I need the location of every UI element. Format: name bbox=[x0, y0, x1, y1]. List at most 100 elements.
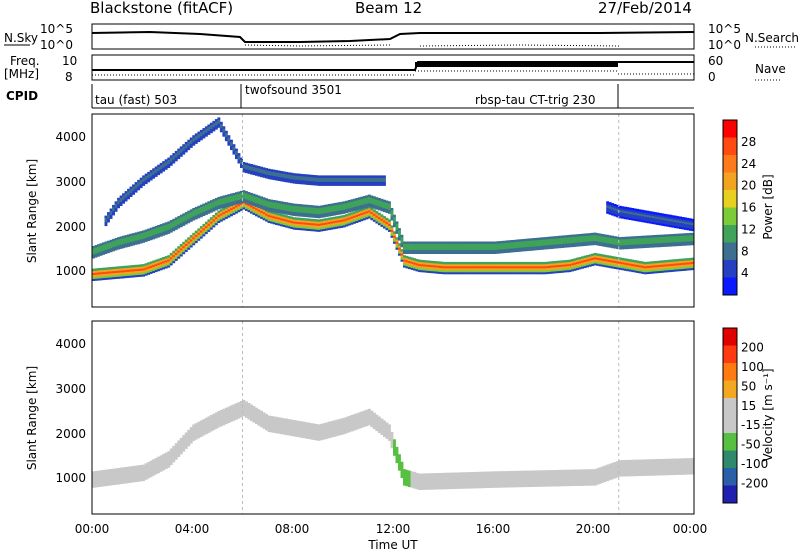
power-cell bbox=[593, 255, 597, 258]
velocity-cell bbox=[164, 462, 168, 465]
power-cell bbox=[335, 222, 339, 225]
power-cell bbox=[295, 221, 299, 224]
power-cell bbox=[563, 243, 567, 246]
velocity-cell bbox=[245, 407, 248, 410]
power-cell bbox=[573, 236, 577, 239]
power-cell bbox=[92, 250, 95, 253]
power-cell bbox=[420, 261, 424, 265]
power-cell bbox=[97, 278, 100, 281]
power-cell bbox=[197, 238, 201, 241]
power-cell bbox=[275, 216, 278, 219]
power-cell bbox=[114, 274, 118, 277]
power-cell bbox=[345, 208, 349, 212]
power-cell bbox=[307, 182, 311, 185]
power-cell bbox=[224, 210, 228, 213]
power-cell bbox=[413, 264, 416, 267]
power-cell bbox=[408, 251, 411, 254]
power-cell bbox=[460, 247, 464, 250]
power-cell bbox=[212, 203, 216, 206]
power-cell bbox=[435, 251, 439, 254]
power-cell bbox=[280, 177, 283, 180]
power-cell bbox=[305, 178, 309, 181]
power-cell bbox=[134, 188, 138, 191]
power-cell bbox=[453, 261, 457, 265]
velocity-cell bbox=[152, 465, 156, 468]
power-cell bbox=[207, 209, 211, 212]
power-cell bbox=[663, 244, 667, 247]
velocity-cell bbox=[117, 476, 120, 479]
power-cell bbox=[132, 273, 135, 276]
power-cell bbox=[305, 212, 309, 216]
power-cell bbox=[360, 208, 364, 212]
power-cell bbox=[240, 204, 243, 207]
power-cell bbox=[448, 271, 452, 275]
power-cell bbox=[403, 243, 406, 246]
power-cell bbox=[508, 267, 512, 271]
power-cell bbox=[297, 177, 301, 181]
power-cell bbox=[676, 218, 680, 221]
power-cell bbox=[631, 216, 635, 219]
nave-trace bbox=[92, 70, 694, 76]
power-cell bbox=[651, 269, 655, 272]
power-cell bbox=[633, 264, 637, 267]
power-cell bbox=[653, 220, 657, 223]
power-cell bbox=[365, 177, 369, 180]
velocity-cell bbox=[142, 466, 146, 469]
power-cell bbox=[433, 241, 436, 244]
cpid-segment-1: tau (fast) 503 bbox=[95, 93, 177, 107]
power-cell bbox=[327, 217, 331, 220]
power-cell bbox=[350, 220, 354, 223]
power-cell bbox=[395, 243, 399, 246]
power-cell bbox=[588, 256, 592, 259]
velocity-cell bbox=[367, 408, 371, 412]
power-cell bbox=[375, 215, 379, 218]
power-cell bbox=[581, 260, 584, 263]
velocity-cell bbox=[320, 429, 324, 433]
power-cell bbox=[117, 270, 120, 273]
power-cell bbox=[561, 239, 564, 242]
power-cell bbox=[541, 267, 544, 271]
power-cell bbox=[129, 235, 133, 239]
velocity-cell bbox=[302, 433, 306, 437]
velocity-cell bbox=[498, 483, 502, 486]
power-cell bbox=[455, 241, 459, 244]
power-cell bbox=[257, 203, 261, 206]
velocity-cell bbox=[137, 477, 141, 480]
power-cell bbox=[470, 263, 474, 267]
power-cell bbox=[357, 175, 361, 178]
velocity-cell bbox=[267, 429, 271, 432]
power-cell bbox=[558, 260, 562, 263]
power-cell bbox=[174, 256, 178, 259]
power-cell bbox=[257, 197, 261, 200]
velocity-cell bbox=[129, 472, 133, 475]
power-cell bbox=[681, 237, 685, 240]
power-cell bbox=[608, 239, 612, 242]
velocity-cell bbox=[485, 475, 489, 478]
velocity-cell bbox=[327, 433, 331, 437]
power-cell bbox=[576, 263, 579, 267]
velocity-cell bbox=[305, 428, 309, 431]
power-cell bbox=[230, 193, 233, 196]
power-cell bbox=[114, 205, 118, 208]
velocity-cell bbox=[460, 478, 464, 481]
velocity-cell bbox=[495, 479, 499, 482]
power-cell bbox=[167, 263, 171, 266]
velocity-cell bbox=[360, 419, 364, 422]
velocity-cell bbox=[350, 429, 354, 432]
velocity-cell bbox=[390, 439, 394, 443]
power-cell bbox=[162, 163, 166, 166]
power-cell bbox=[681, 233, 685, 236]
power-cell bbox=[500, 265, 504, 269]
power-cell bbox=[164, 266, 168, 269]
power-cell bbox=[588, 262, 592, 265]
power-cell bbox=[147, 175, 151, 179]
velocity-cell bbox=[433, 481, 436, 484]
velocity-cell bbox=[189, 437, 193, 440]
power-cell bbox=[107, 273, 110, 276]
power-cell bbox=[631, 236, 635, 239]
power-cell bbox=[663, 215, 667, 219]
power-cell bbox=[618, 259, 622, 262]
power-cell bbox=[510, 242, 514, 245]
power-cell bbox=[212, 209, 216, 212]
power-cell bbox=[172, 224, 176, 228]
